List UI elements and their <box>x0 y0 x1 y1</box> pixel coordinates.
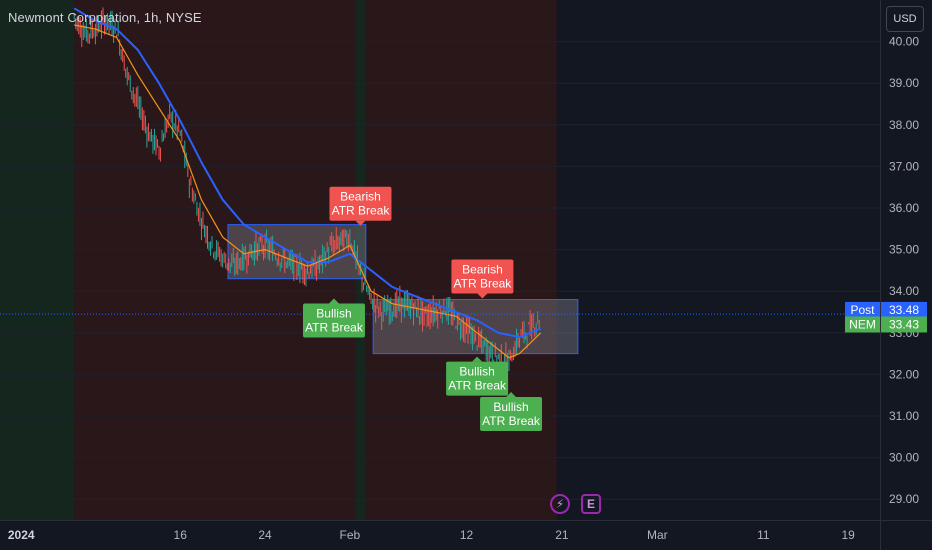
slow-moving-average-line <box>73 7 542 338</box>
time-tick-label: 24 <box>258 528 272 542</box>
time-tick-label: Mar <box>647 528 668 542</box>
session-background <box>355 0 366 520</box>
annotation-text: ATR Break <box>454 277 513 291</box>
time-tick-label: 16 <box>174 528 188 542</box>
time-tick-label: 19 <box>842 528 856 542</box>
annotation-pointer <box>477 293 488 299</box>
annotation-box <box>446 361 509 396</box>
annotation-box <box>302 303 365 338</box>
annotation-box <box>451 259 514 294</box>
annotation-text: Bearish <box>340 190 381 204</box>
time-tick-label: 11 <box>757 528 770 542</box>
price-tick-label: 39.00 <box>889 76 919 90</box>
time-tick-label: 12 <box>460 528 474 542</box>
annotation-text: ATR Break <box>332 204 391 218</box>
price-tick-label: 37.00 <box>889 159 919 173</box>
annotation-pointer <box>506 392 517 398</box>
price-tick-label: 40.00 <box>889 35 919 49</box>
annotation-pointer <box>328 298 339 304</box>
annotation-text: ATR Break <box>305 320 364 334</box>
price-tag-label-box <box>845 316 880 333</box>
earnings-icon[interactable]: E <box>581 494 601 514</box>
annotation-pointer <box>355 220 366 226</box>
price-tag-label-box <box>845 301 880 318</box>
price-tag-value: 33.43 <box>889 317 919 331</box>
annotation-box <box>480 397 543 432</box>
annotation-text: Bullish <box>316 306 351 320</box>
price-tag-label: NEM <box>849 317 876 331</box>
price-tag-label: Post <box>850 303 875 317</box>
annotation-pointer <box>472 356 483 362</box>
price-tag-value-box <box>881 301 927 318</box>
price-tick-label: 30.00 <box>889 451 919 465</box>
annotation-text: Bearish <box>462 263 503 277</box>
price-tick-label: 35.00 <box>889 243 919 257</box>
lightning-icon[interactable]: ⚡ <box>550 494 570 514</box>
price-tag-value-box <box>881 316 927 333</box>
price-tick-label: 34.00 <box>889 284 919 298</box>
fast-moving-average-line <box>74 24 542 359</box>
price-tag-value: 33.48 <box>889 303 919 317</box>
time-tick-label: Feb <box>340 528 361 542</box>
price-tick-label: 31.00 <box>889 409 919 423</box>
time-tick-label: 21 <box>555 528 569 542</box>
time-tick-label: 2024 <box>8 528 35 542</box>
annotation-box <box>329 186 392 221</box>
price-tick-label: 29.00 <box>889 492 919 506</box>
session-background <box>0 0 75 520</box>
annotation-text: ATR Break <box>448 379 507 393</box>
currency-button[interactable]: USD <box>886 6 924 32</box>
price-tick-label: 32.00 <box>889 367 919 381</box>
price-tick-label: 36.00 <box>889 201 919 215</box>
annotation-text: Bullish <box>459 365 494 379</box>
price-tick-label: 38.00 <box>889 118 919 132</box>
symbol-title: Newmont Corporation, 1h, NYSE <box>8 10 202 25</box>
atr-range-box[interactable] <box>372 299 579 355</box>
annotation-text: ATR Break <box>482 414 541 428</box>
annotation-text: Bullish <box>493 400 528 414</box>
